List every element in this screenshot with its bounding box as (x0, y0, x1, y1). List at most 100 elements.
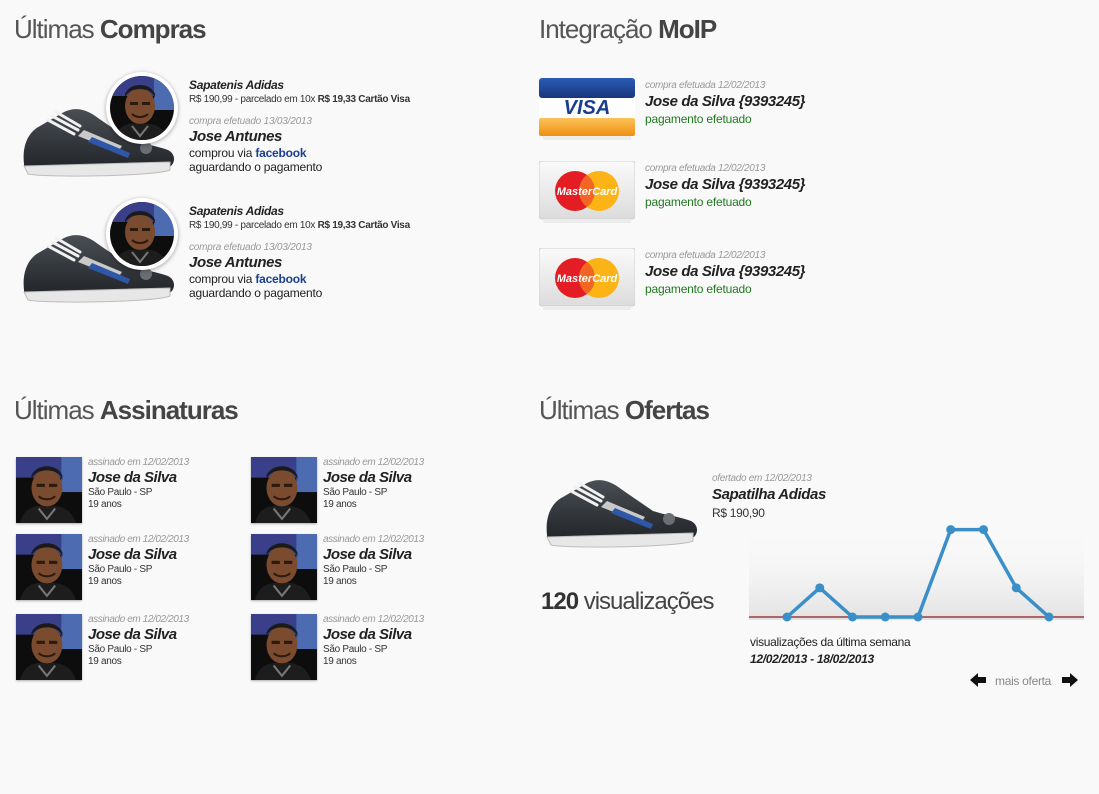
subscriber-location: São Paulo - SP (88, 564, 153, 575)
subscription-details: assinado em 12/02/2013 Jose da Silva São… (323, 534, 424, 587)
subscriber-age: 19 anos (323, 499, 357, 510)
latest-subscriptions-panel: Últimas Assinaturas assinado em 12/02/20… (14, 395, 494, 680)
more-offers-link[interactable]: mais oferta (995, 674, 1052, 688)
chart-point (979, 525, 988, 535)
subscriber-photo (251, 534, 317, 600)
mastercard-icon: MasterCard (539, 248, 635, 310)
subscriber-photo (16, 457, 82, 523)
arrow-left-icon[interactable] (969, 671, 987, 689)
purchase-details: Sapatenis Adidas R$ 190,99 - parcelado e… (189, 204, 519, 300)
payment-details: compra efetuada 12/02/2013 Jose da Silva… (645, 163, 805, 209)
chart-point (782, 612, 792, 622)
subscription-date: assinado em 12/02/2013 (88, 534, 189, 545)
product-image (18, 72, 188, 188)
subscriber-location: São Paulo - SP (323, 564, 388, 575)
payment-status: pagamento efetuado (645, 282, 752, 296)
offer-price: R$ 190,90 (712, 506, 765, 520)
subscription-date: assinado em 12/02/2013 (88, 614, 189, 625)
payment-date: compra efetuada 12/02/2013 (645, 80, 766, 91)
mastercard-text: MasterCard (557, 186, 618, 198)
avatar-icon (110, 76, 174, 140)
payment-item[interactable]: MasterCard compra efetuada 12/02/2013 Jo… (539, 161, 1079, 237)
avatar-icon (16, 457, 82, 523)
subscription-item[interactable]: assinado em 12/02/2013 Jose da Silva São… (16, 534, 246, 600)
buyer-name: Jose Antunes (189, 254, 283, 271)
shoe-icon[interactable] (541, 457, 701, 553)
subscriber-photo (16, 614, 82, 680)
avatar-icon (251, 534, 317, 600)
subscriber-age: 19 anos (88, 576, 122, 587)
mastercard-text: MasterCard (557, 273, 618, 285)
product-name: Sapatenis Adidas (189, 204, 284, 218)
payment-details: compra efetuada 12/02/2013 Jose da Silva… (645, 250, 805, 296)
chart-point (946, 525, 956, 535)
subscription-date: assinado em 12/02/2013 (88, 457, 189, 468)
moip-integration-title: Integração MoIP (539, 14, 717, 44)
purchase-date: compra efetuado 13/03/2013 (189, 116, 312, 127)
buyer-avatar (106, 198, 178, 270)
subscription-date: assinado em 12/02/2013 (323, 457, 424, 468)
chart-point (848, 612, 857, 622)
purchase-channel: comprou via facebook (189, 146, 307, 160)
avatar-icon (251, 457, 317, 523)
latest-offers-title: Últimas Ofertas (539, 395, 710, 425)
offer-details[interactable]: ofertado em 12/02/2013 Sapatilha Adidas … (712, 473, 826, 520)
payment-customer: Jose da Silva {9393245} (645, 93, 806, 110)
offer-date: ofertado em 12/02/2013 (712, 473, 812, 484)
latest-purchases-panel: Últimas Compras Sapatenis Adidas R$ 190,… (14, 14, 514, 304)
buyer-name: Jose Antunes (189, 128, 283, 145)
purchase-status: aguardando o pagamento (189, 286, 323, 300)
mastercard-icon: MasterCard (539, 161, 635, 223)
chart-caption-label: visualizações da última semana (750, 635, 911, 649)
subscriber-name: Jose da Silva (323, 469, 412, 486)
avatar-icon (16, 534, 82, 600)
avatar-icon (251, 614, 317, 680)
subscriber-name: Jose da Silva (88, 469, 177, 486)
subscription-item[interactable]: assinado em 12/02/2013 Jose da Silva São… (251, 614, 481, 680)
payment-item[interactable]: MasterCard compra efetuada 12/02/2013 Jo… (539, 248, 1079, 324)
latest-subscriptions-title: Últimas Assinaturas (14, 395, 239, 425)
subscriber-photo (251, 457, 317, 523)
payment-status: pagamento efetuado (645, 112, 752, 126)
payment-item[interactable]: VISA compra efetuada 12/02/2013 Jose da … (539, 78, 1079, 154)
facebook-link[interactable]: facebook (255, 146, 307, 160)
subscription-date: assinado em 12/02/2013 (323, 614, 424, 625)
subscriber-name: Jose da Silva (323, 626, 412, 643)
payment-customer: Jose da Silva {9393245} (645, 176, 806, 193)
purchase-item[interactable]: Sapatenis Adidas R$ 190,99 - parcelado e… (18, 198, 518, 314)
subscription-item[interactable]: assinado em 12/02/2013 Jose da Silva São… (251, 457, 481, 523)
visa-card-text: VISA (564, 97, 611, 119)
subscriber-name: Jose da Silva (323, 546, 412, 563)
chart-background-shade (749, 527, 1084, 620)
subscription-item[interactable]: assinado em 12/02/2013 Jose da Silva São… (251, 534, 481, 600)
subscription-details: assinado em 12/02/2013 Jose da Silva São… (88, 534, 189, 587)
chart-point (880, 612, 890, 622)
chart-points-group (782, 525, 1054, 622)
latest-offers-panel: Últimas Ofertas ofertado em 12/02/2013 S… (539, 395, 1084, 695)
purchase-date: compra efetuado 13/03/2013 (189, 242, 312, 253)
subscriber-photo (16, 534, 82, 600)
moip-integration-panel: Integração MoIP VISA compra efetuada 12/… (539, 14, 1079, 310)
subscriber-name: Jose da Silva (88, 626, 177, 643)
offer-name: Sapatilha Adidas (712, 486, 826, 503)
visa-card-icon: VISA (539, 78, 635, 140)
subscriber-location: São Paulo - SP (323, 644, 388, 655)
chart-date-range: 12/02/2013 - 18/02/2013 (750, 652, 874, 666)
subscription-date: assinado em 12/02/2013 (323, 534, 424, 545)
arrow-right-icon[interactable] (1061, 671, 1079, 689)
avatar-icon (16, 614, 82, 680)
chart-point (1011, 583, 1021, 593)
subscription-details: assinado em 12/02/2013 Jose da Silva São… (323, 457, 424, 510)
product-image (18, 198, 188, 314)
chart-point (1044, 612, 1054, 622)
product-price: R$ 190,99 - parcelado em 10x R$ 19,33 Ca… (189, 94, 410, 105)
facebook-link[interactable]: facebook (255, 272, 307, 286)
chart-point (913, 612, 923, 622)
purchase-channel: comprou via facebook (189, 272, 307, 286)
subscriber-location: São Paulo - SP (323, 487, 388, 498)
subscription-item[interactable]: assinado em 12/02/2013 Jose da Silva São… (16, 614, 246, 680)
purchase-item[interactable]: Sapatenis Adidas R$ 190,99 - parcelado e… (18, 72, 518, 188)
purchase-details: Sapatenis Adidas R$ 190,99 - parcelado e… (189, 78, 519, 174)
subscription-item[interactable]: assinado em 12/02/2013 Jose da Silva São… (16, 457, 246, 523)
subscriber-photo (251, 614, 317, 680)
